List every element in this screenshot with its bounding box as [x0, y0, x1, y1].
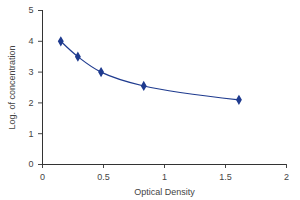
svg-text:1: 1 — [28, 129, 33, 139]
svg-text:3: 3 — [28, 67, 33, 77]
svg-text:0: 0 — [28, 159, 33, 169]
svg-text:1.5: 1.5 — [219, 172, 232, 182]
svg-text:5: 5 — [28, 5, 33, 15]
svg-text:2: 2 — [28, 98, 33, 108]
svg-text:4: 4 — [28, 36, 33, 46]
svg-text:0: 0 — [40, 172, 45, 182]
svg-text:Optical Density: Optical Density — [134, 187, 195, 197]
svg-text:2: 2 — [284, 172, 289, 182]
svg-text:Log. of concentration: Log. of concentration — [7, 45, 17, 129]
svg-text:1: 1 — [162, 172, 167, 182]
svg-text:0.5: 0.5 — [97, 172, 110, 182]
